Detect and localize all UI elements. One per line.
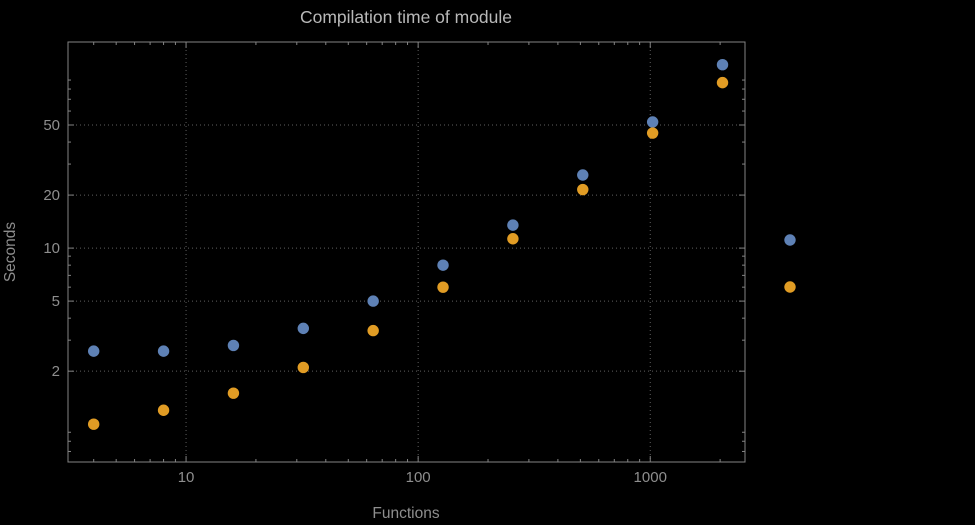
tick-labels: 10 100 1000 2 5 10 20 50 [43,117,667,486]
data-point [577,169,589,181]
y-tick-label: 20 [43,187,60,204]
data-point [716,76,729,89]
data-point [157,404,170,416]
data-point [157,345,170,357]
data-point [367,324,379,337]
x-axis-label: Functions [372,505,439,522]
legend-marker [784,281,796,293]
series-orange [87,76,729,430]
gridlines [68,42,745,462]
data-point [646,127,659,139]
axis-ticks [68,42,745,462]
data-point [577,183,589,196]
series-blue [87,58,729,357]
y-tick-label: 50 [43,117,60,134]
x-tick-label: 1000 [634,469,667,486]
legend-marker [784,234,796,246]
data-points [87,58,729,430]
y-axis-label: Seconds [2,222,19,283]
plot-frame [67,41,746,463]
data-point [87,418,100,430]
x-tick-label: 100 [406,469,431,486]
data-point [297,322,309,335]
data-point [437,259,449,271]
data-point [507,219,519,231]
data-point [507,233,519,245]
data-point [437,281,449,293]
data-point [227,339,240,352]
data-point [716,58,729,71]
data-point [227,387,240,399]
y-tick-label: 5 [52,293,60,310]
data-point [87,345,100,357]
y-tick-label: 2 [52,363,60,380]
chart-title: Compilation time of module [300,7,512,27]
legend [784,234,796,293]
y-tick-label: 10 [43,240,60,257]
x-tick-label: 10 [178,469,195,486]
data-point [367,295,379,307]
data-point [297,361,309,374]
data-point [646,116,659,128]
